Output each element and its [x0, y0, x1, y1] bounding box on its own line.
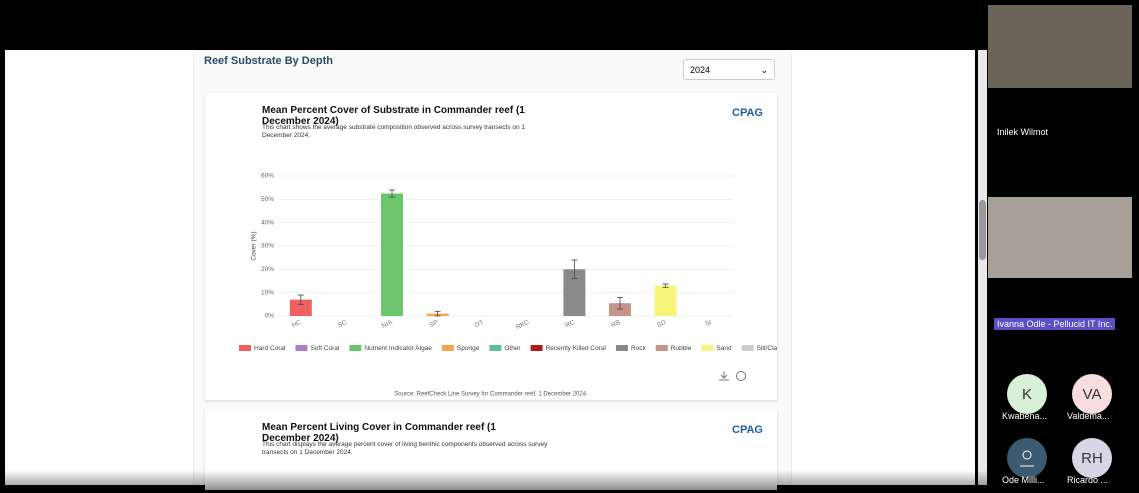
legend-label: Rock	[631, 345, 647, 352]
x-tick-label: SD	[656, 319, 667, 329]
x-tick-label: RKC	[515, 319, 531, 331]
x-tick-label: NIA	[381, 319, 394, 330]
y-tick-label: 30%	[261, 243, 274, 250]
legend-item[interactable]: Nutrient Indicator Algae	[349, 345, 432, 352]
avatar: K	[1007, 374, 1047, 414]
legend-label: Sand	[716, 345, 732, 352]
participant-name: Ivanna Odle - Pellucid IT Inc.	[994, 318, 1116, 330]
y-tick-label: 10%	[261, 289, 274, 296]
bar	[609, 303, 631, 316]
legend-label: Rubble	[671, 345, 692, 352]
legend-label: Other	[504, 345, 521, 352]
legend-label: Recently Killed Coral	[546, 345, 607, 352]
chevron: ⌄	[760, 65, 768, 75]
participant-name: Inilek Wilmot	[997, 127, 1049, 137]
legend-item[interactable]: Other	[489, 345, 521, 352]
legend-item[interactable]: Sand	[701, 345, 732, 352]
legend-swatch	[741, 345, 754, 351]
overlay	[0, 470, 988, 493]
legend-item[interactable]: Silt/Clay	[741, 345, 777, 352]
participant-name: Ricardo ...	[1067, 475, 1109, 485]
legend-label: Nutrient Indicator Algae	[364, 345, 432, 352]
error-bar	[434, 310, 441, 317]
x-tick-label: SP	[428, 319, 439, 329]
legend-item[interactable]: Recently Killed Coral	[530, 345, 607, 352]
y-tick-label: 60%	[261, 173, 274, 180]
y-tick-label: 0%	[265, 313, 275, 320]
avatar: RH	[1072, 438, 1112, 478]
x-tick-label: SI	[704, 319, 713, 328]
legend-swatch	[655, 345, 668, 351]
legend-label: Silt/Clay	[757, 345, 777, 352]
y-axis-label: Cover (%)	[251, 231, 258, 260]
error-bar	[297, 294, 304, 305]
participant-name: Ode Milli...	[1002, 475, 1045, 485]
avatar	[1007, 438, 1047, 478]
year-select[interactable]: 2024 ⌄	[683, 59, 775, 80]
x-tick-label: RC	[565, 319, 577, 329]
chart-title: Mean Percent Living Cover in Commander r…	[262, 422, 496, 444]
scrollbar[interactable]	[978, 50, 987, 485]
legend-item[interactable]: Sponge	[441, 345, 480, 352]
legend-swatch	[530, 345, 543, 351]
error-bar	[389, 189, 395, 198]
legend-item[interactable]: Rock	[615, 345, 647, 352]
legend-swatch	[489, 345, 502, 351]
source: Source: ReefCheck Line Survey for Comman…	[394, 392, 588, 398]
chart-card: Mean Percent Cover of Substrate in Comma…	[205, 93, 777, 400]
legend-swatch	[349, 345, 362, 351]
video-tile	[988, 197, 1132, 278]
x-tick-label: SC	[337, 319, 348, 329]
legend-swatch	[441, 345, 454, 351]
avatar: VA	[1072, 374, 1112, 414]
bar	[289, 299, 312, 316]
error-bar	[662, 283, 669, 288]
chart: Source: ReefCheck Line Survey for Comman…	[239, 173, 777, 398]
participant-name: Kwabena...	[1002, 411, 1048, 421]
scroll-thumb[interactable]	[979, 200, 986, 260]
x-tick-label: HC	[291, 319, 303, 329]
legend-item[interactable]: Rubble	[655, 345, 692, 352]
legend-swatch	[295, 345, 308, 351]
legend-swatch	[701, 345, 714, 351]
legend-item[interactable]: Soft Coral	[295, 345, 340, 352]
legend-item[interactable]: Hard Coral	[239, 345, 286, 352]
legend-label: Sponge	[457, 345, 480, 352]
logo: CPAG	[732, 424, 763, 436]
bar	[563, 269, 586, 316]
section-title: Reef Substrate By Depth	[204, 55, 333, 67]
x-tick-label: RB	[610, 319, 621, 329]
chart-description: This chart displays the average percent …	[262, 441, 548, 456]
legend-swatch	[615, 345, 628, 351]
error-bar	[617, 296, 623, 310]
chart-description: This chart shows the average substrate c…	[262, 124, 526, 139]
download-icon[interactable]	[719, 371, 729, 381]
person-icon	[1020, 450, 1034, 467]
y-tick-label: 20%	[261, 266, 274, 273]
participant-name: Valdema...	[1067, 411, 1110, 421]
legend-label: Hard Coral	[254, 345, 286, 352]
bar	[381, 193, 403, 316]
logo: CPAG	[732, 107, 763, 119]
bar	[654, 285, 677, 316]
chart-title: Mean Percent Cover of Substrate in Comma…	[262, 105, 525, 127]
y-tick-label: 50%	[261, 196, 274, 203]
reset-icon[interactable]	[736, 371, 746, 381]
y-tick-label: 40%	[261, 219, 274, 226]
select-value: 2024	[690, 65, 711, 75]
error-bar	[571, 259, 578, 280]
legend-label: Soft Coral	[310, 345, 339, 352]
legend-swatch	[239, 345, 251, 351]
video-tile	[988, 5, 1132, 88]
x-tick-label: OT	[474, 319, 485, 329]
